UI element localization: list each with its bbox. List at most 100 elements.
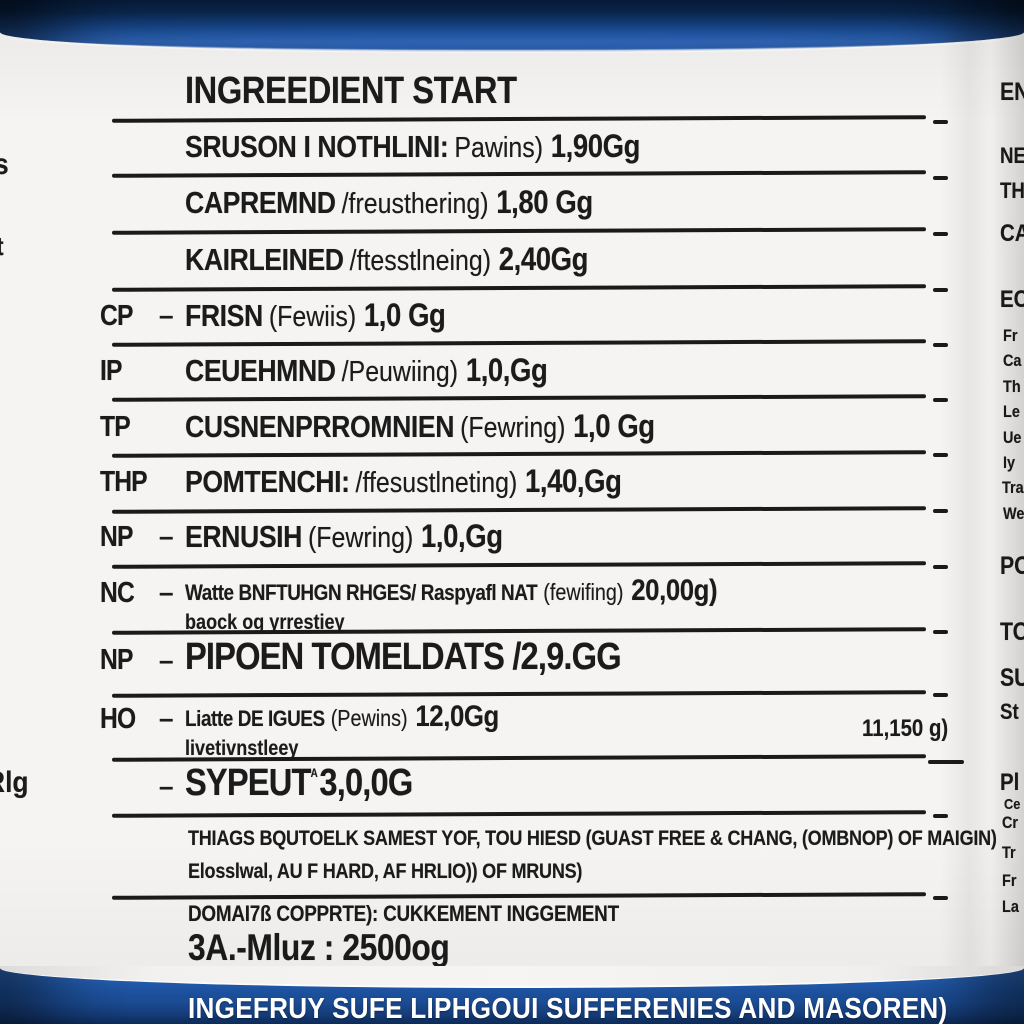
row-dash: – (159, 703, 174, 733)
right-column-partial: Ce (1004, 796, 1021, 813)
right-column-partial: EN (1000, 78, 1024, 106)
ingredient-name: PIPOEN TOMELDATS /2,9.GG (185, 636, 622, 678)
row-dash: – (159, 577, 174, 607)
divider-line-segment (933, 896, 948, 900)
ingredient-value: 1,80 Gg (496, 184, 593, 220)
ingredient-paren: /ftesstlneing) (349, 245, 492, 277)
row-abbreviation: TP (100, 411, 131, 443)
ingredient-name: POMTENCHI: (185, 464, 350, 499)
divider-line-segment (933, 509, 948, 513)
right-column-partial: Fr (1002, 871, 1017, 890)
right-column-partial: Ue (1003, 428, 1022, 447)
right-column-partial: Le (1003, 402, 1020, 421)
right-column-partial: La (1002, 897, 1019, 916)
ingredient-value: 1,0 Gg (573, 408, 655, 444)
row-abbreviation: NP (100, 521, 133, 553)
ingredient-note: baock og yrrestiey (185, 611, 345, 634)
ingredient-value: 1,0,Gg (421, 518, 503, 554)
divider-line-segment (933, 176, 948, 180)
ingredient-note: livetivnstleey (185, 737, 299, 760)
row-abbreviation: HO (100, 703, 136, 735)
cap-gloss-highlight (0, 33, 1024, 53)
divider-line-segment (933, 693, 948, 697)
row-abbreviation: THP (100, 466, 148, 498)
right-column-partial: Th (1003, 377, 1021, 396)
right-column-partial: Fr (1003, 326, 1018, 345)
ingredient-value: 20,00g) (631, 574, 718, 607)
right-column-partial: NE (1000, 143, 1024, 168)
right-side-value: 11,150 g) (862, 715, 949, 742)
row-abbreviation: NP (100, 644, 133, 676)
row-abbreviation: NC (100, 577, 135, 609)
divider-line-segment (933, 120, 948, 124)
right-column-partial: Iy (1003, 453, 1016, 472)
ingredient-paren: (Fewring) (307, 522, 414, 554)
divider-line-segment (933, 630, 948, 634)
bottom-band-text: INGEFRUY SUFE LIPHGOUI SUFFERENIES AND M… (188, 993, 948, 1024)
ingredient-name: CAPREMND (185, 185, 336, 220)
ingredient-paren: /Peuwiing) (341, 356, 459, 388)
right-column-partial: EC (1000, 286, 1024, 313)
right-column-partial: TH (1000, 178, 1024, 203)
right-column-partial: TO (1000, 618, 1024, 646)
row-dash: – (159, 300, 174, 330)
ingredient-paren: /freusthering) (341, 188, 489, 220)
ingredient-name: Watte BNFTUHGN RHGES/ Raspyafl NAT (185, 580, 538, 605)
ingredient-name: SYPEUT (185, 762, 311, 804)
right-column-partial: Tra (1002, 478, 1024, 497)
divider-line-segment (928, 760, 964, 764)
divider-line-segment (933, 453, 948, 457)
right-column-partial: CA (1000, 220, 1024, 247)
left-partial-text: s (0, 148, 9, 182)
ingredient-value: 1,90Gg (550, 128, 641, 164)
ingredient-name: CEUEHMND (185, 353, 336, 388)
ingredient-value: 2,40Gg (498, 241, 589, 277)
ingredient-name: Liatte DE IGUES (185, 706, 325, 731)
divider-line-segment (933, 232, 948, 236)
right-column-partial: Pl (1000, 769, 1020, 796)
label-bottom-curve (0, 966, 1024, 988)
ingredient-name: CUSNENPRROMNIEN (185, 409, 455, 444)
label-title: INGREEDIENT START (185, 70, 517, 112)
ingredient-paren: (Fewring) (460, 412, 566, 444)
ingredient-name: SRUSON I NOTHLINI: (185, 129, 449, 164)
footer-statement: DOMAI7ß COPPRTE): CUKKEMENT INGGEMENT (188, 901, 619, 926)
ingredient-value: 1,0 Gg (363, 297, 446, 333)
ingredient-paren: Pawins) (454, 132, 544, 164)
right-column-partial: We (1003, 504, 1024, 523)
ingredient-name: FRISN (185, 298, 263, 333)
info-paragraph-line: Elosslwal, AU F HARD, AF HRLIO)) OF MRUN… (188, 859, 583, 883)
ingredient-paren: /ffesustlneting) (355, 467, 518, 499)
ingredient-name: ERNUSIH (185, 519, 302, 554)
divider-line-segment (933, 343, 948, 347)
info-paragraph-line: THIAGS BQUTOELK SAMEST YOF, TOU HIESD (G… (188, 827, 997, 850)
footer-dosage: 3A.-Mluz : 2500og (188, 927, 450, 968)
ingredient-value: 1,0,Gg (465, 352, 548, 388)
divider-line-segment (933, 398, 948, 402)
right-column-partial: SU (1000, 664, 1024, 692)
row-abbreviation: IP (100, 355, 122, 387)
ingredient-paren: (Pewins) (330, 705, 408, 731)
divider-line-segment (933, 288, 948, 292)
row-dash: – (159, 521, 174, 551)
row-dash: – (159, 771, 174, 801)
ingredient-value: 12,0Gg (415, 700, 499, 733)
ingredient-value: 1,40,Gg (525, 463, 622, 499)
right-column-partial: Cr (1002, 813, 1019, 832)
divider-line-segment (933, 814, 948, 818)
row-abbreviation: CP (100, 300, 133, 332)
right-column-partial: Ca (1003, 351, 1022, 370)
divider-line-segment (933, 565, 948, 569)
ingredient-paren: (Fewiis) (268, 301, 357, 333)
row-dash: – (159, 645, 174, 675)
ingredient-value: 3,0,0G (319, 762, 413, 804)
superscript-mark: ᴬ (310, 766, 318, 785)
left-partial-text: t (0, 231, 4, 262)
left-partial-text: Rlg (0, 766, 29, 799)
right-column-partial: Tr (1002, 843, 1016, 862)
info-paragraph: THIAGS BQUTOELK SAMEST YOF, TOU HIESD (G… (188, 823, 997, 888)
right-column-partial: St (1000, 699, 1019, 724)
ingredient-paren: (fewifing) (543, 579, 624, 605)
right-column-partial: PO (1000, 552, 1024, 580)
